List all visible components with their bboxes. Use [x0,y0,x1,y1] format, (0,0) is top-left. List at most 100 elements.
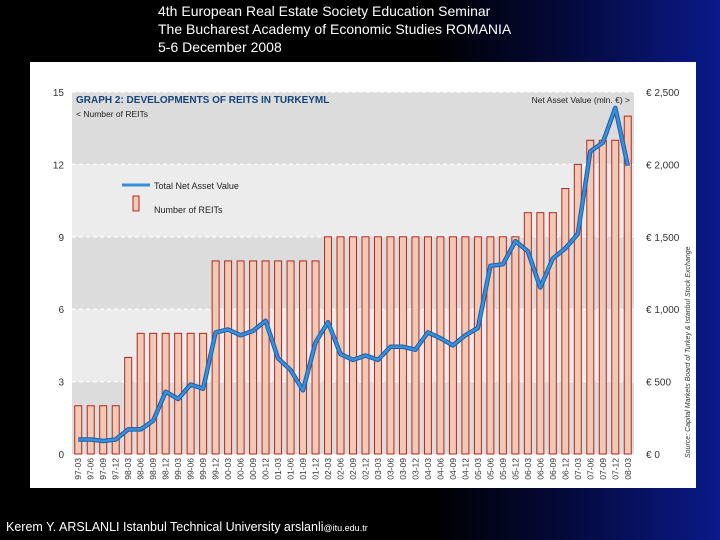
reit-chart: 0 3 6 9 12 15 € 0 € 500 € 1,000 € 1,500 € 2,000 € 2… [53,88,692,480]
nav-line [78,106,630,443]
x-tick-label: 97-03 [73,458,83,480]
x-tick-label: 06-09 [548,458,558,480]
legend-reit-label: Number of REITs [154,205,223,215]
left-tick-label: 3 [58,378,64,389]
x-tick-label: 01-06 [286,458,296,480]
x-tick-label: 99-12 [211,458,221,480]
x-tick-label: 03-03 [373,458,383,480]
bar-03-03 [373,236,382,455]
legend-bar-swatch [132,195,140,212]
x-tick-label: 02-06 [336,458,346,480]
x-tick-label: 98-06 [136,458,146,480]
bar-01-06 [286,260,295,455]
bar-07-09 [598,139,607,455]
bar-98-03 [124,356,133,455]
x-tick-label: 97-09 [98,458,108,480]
x-tick-label: 04-03 [423,458,433,480]
x-tick-label: 04-06 [435,458,445,480]
x-tick-label: 08-03 [623,458,633,480]
bar-97-12 [111,405,120,455]
x-tick-label: 00-12 [261,458,271,480]
x-tick-label: 99-09 [198,458,208,480]
bar-07-12 [611,139,620,455]
bar-07-03 [573,163,582,455]
bar-98-09 [149,332,158,455]
bar-99-06 [186,332,195,455]
bar-06-06 [536,212,545,455]
x-tick-label: 07-12 [610,458,620,480]
bar-06-12 [561,188,570,455]
bar-07-06 [586,139,595,455]
right-tick-label: € 1,500 [646,233,680,244]
bar-08-03 [623,115,632,455]
slide-header: 4th European Real Estate Society Educati… [158,2,511,56]
chart-title: GRAPH 2: DEVELOPMENTS OF REITS IN TURKEY… [76,95,329,106]
bar-02-12 [361,236,370,455]
x-tick-label: 07-03 [573,458,583,480]
bar-06-09 [548,212,557,455]
x-tick-label: 05-03 [473,458,483,480]
x-tick-label: 01-12 [311,458,321,480]
right-tick-label: € 2,500 [646,88,680,99]
x-tick-label: 06-03 [523,458,533,480]
bar-05-06 [486,236,495,455]
bar-02-09 [349,236,357,455]
left-tick-label: 15 [53,88,65,99]
bar-06-03 [523,212,532,455]
bar-04-12 [461,236,470,455]
right-axis-label: Net Asset Value (mln. €) > [532,95,630,105]
x-tick-label: 98-12 [161,458,171,480]
bar-00-03 [224,260,233,455]
bar-05-12 [511,236,520,455]
source-note: Source: Capital Markets Board of Turkey … [685,246,692,458]
left-tick-label: 9 [58,233,64,244]
x-tick-label: 07-09 [598,458,608,480]
right-tick-label: € 500 [646,378,671,389]
x-tick-label: 05-12 [510,458,520,480]
header-line-1: 4th European Real Estate Society Educati… [158,3,491,19]
x-tick-label: 02-12 [360,458,370,480]
x-tick-label: 03-09 [398,458,408,480]
bar-01-09 [299,260,308,455]
x-tick-label: 05-09 [498,458,508,480]
bar-00-06 [236,260,245,455]
header-line-2: The Bucharest Academy of Economic Studie… [158,21,512,37]
bar-04-03 [423,236,432,455]
slide-footer: Kerem Y. ARSLANLI Istanbul Technical Uni… [6,520,368,534]
x-tick-label: 04-09 [448,458,458,480]
left-tick-label: 6 [58,305,64,316]
bar-99-09 [199,332,208,455]
x-tick-label: 01-03 [273,458,283,480]
bar-05-09 [498,236,507,455]
footer-email: @itu.edu.tr [323,523,368,533]
x-tick-label: 05-06 [485,458,495,480]
left-tick-label: 0 [58,450,64,461]
x-tick-label: 06-06 [535,458,545,480]
x-tick-label: 03-12 [410,458,420,480]
right-tick-label: € 1,000 [646,305,680,316]
x-tick-label: 99-06 [186,458,196,480]
header-line-3: 5-6 December 2008 [158,39,282,55]
x-tick-label: 98-03 [123,458,133,480]
left-tick-label: 12 [53,160,65,171]
x-tick-label: 00-06 [236,458,246,480]
bar-97-03 [74,405,83,455]
x-tick-label: 01-09 [298,458,308,480]
left-axis-label: < Number of REITs [76,109,148,119]
bar-04-06 [436,236,445,455]
x-tick-label: 00-03 [223,458,233,480]
x-tick-label: 97-06 [86,458,96,480]
bar-00-12 [261,260,270,455]
x-tick-label: 03-06 [385,458,395,480]
bar-97-06 [86,405,95,455]
bar-05-03 [473,236,482,455]
x-tick-label: 02-09 [348,458,358,480]
bar-02-03 [324,236,333,455]
bar-99-12 [211,260,220,455]
bar-00-09 [249,260,258,455]
x-tick-label: 06-12 [560,458,570,480]
right-tick-label: € 2,000 [646,160,680,171]
legend-nav-label: Total Net Asset Value [154,181,239,191]
chart-panel: 0 3 6 9 12 15 € 0 € 500 € 1,000 € 1,500 € 2,000 € 2… [30,62,696,488]
right-tick-label: € 0 [646,450,660,461]
